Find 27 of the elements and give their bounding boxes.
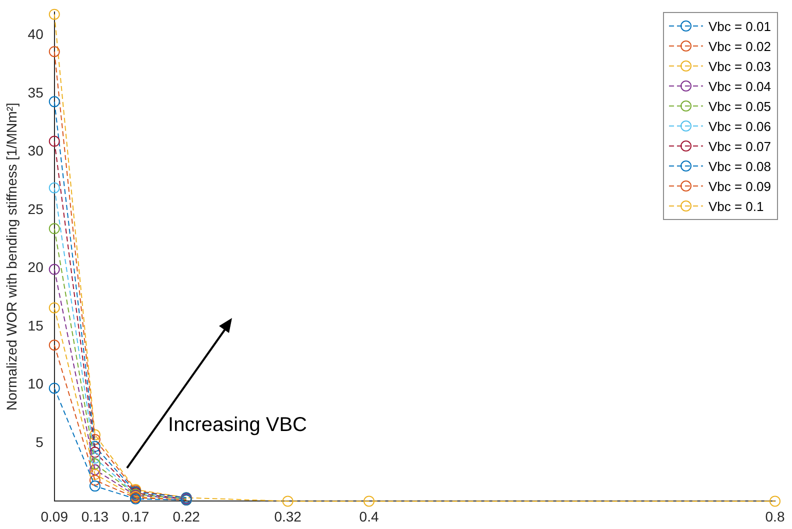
legend-label: Vbc = 0.01 — [708, 18, 771, 34]
legend-label: Vbc = 0.02 — [708, 38, 771, 54]
y-axis-title: Normalized WOR with bending stiffness [1/MNm²] — [3, 102, 20, 411]
y-tick-label: 20 — [28, 259, 44, 276]
x-tick-label: 0.09 — [40, 508, 68, 524]
y-tick-label: 5 — [36, 434, 44, 450]
legend-label: Vbc = 0.04 — [708, 78, 771, 94]
x-tick-label: 0.22 — [172, 508, 200, 524]
legend-label: Vbc = 0.05 — [708, 98, 771, 114]
y-tick-label: 30 — [28, 142, 44, 159]
x-tick-label: 0.32 — [274, 508, 302, 524]
legend-label: Vbc = 0.08 — [708, 158, 771, 174]
y-tick-label: 25 — [28, 200, 44, 217]
x-tick-label: 0.4 — [359, 508, 379, 524]
x-tick-label: 0.13 — [81, 508, 109, 524]
legend-label: Vbc = 0.03 — [708, 58, 771, 74]
legend-label: Vbc = 0.07 — [708, 138, 771, 154]
y-tick-label: 40 — [28, 26, 44, 42]
legend-label: Vbc = 0.09 — [708, 178, 771, 194]
annotation: Increasing VBC — [168, 414, 308, 436]
x-tick-label: 0.8 — [765, 508, 785, 524]
y-tick-label: 10 — [28, 376, 44, 392]
legend-label: Vbc = 0.1 — [708, 198, 764, 214]
legend-label: Vbc = 0.06 — [708, 118, 771, 134]
x-tick-label: 0.17 — [122, 508, 150, 524]
y-tick-label: 15 — [28, 317, 44, 334]
y-tick-label: 35 — [28, 84, 44, 100]
